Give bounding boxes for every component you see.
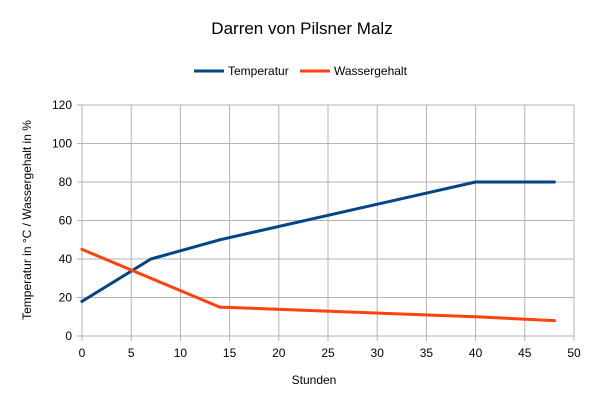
data-point-temperatur bbox=[474, 180, 478, 184]
data-point-temperatur bbox=[80, 299, 84, 303]
x-tick-label: 5 bbox=[128, 346, 135, 360]
y-tick-label: 0 bbox=[65, 329, 72, 343]
data-point-wassergehalt bbox=[474, 315, 478, 319]
x-tick-label: 10 bbox=[174, 346, 188, 360]
x-tick-label: 45 bbox=[518, 346, 532, 360]
y-tick-label: 100 bbox=[52, 137, 72, 151]
x-tick-label: 35 bbox=[420, 346, 434, 360]
data-point-temperatur bbox=[552, 180, 556, 184]
x-tick-label: 30 bbox=[371, 346, 385, 360]
data-point-temperatur bbox=[218, 238, 222, 242]
grid bbox=[77, 104, 575, 341]
x-tick-label: 0 bbox=[79, 346, 86, 360]
y-tick-label: 80 bbox=[59, 175, 73, 189]
x-tick-label: 25 bbox=[321, 346, 335, 360]
data-point-wassergehalt bbox=[552, 319, 556, 323]
x-tick-label: 15 bbox=[223, 346, 237, 360]
y-tick-label: 60 bbox=[59, 214, 73, 228]
series-line-wassergehalt bbox=[80, 247, 556, 323]
axis-ticks: 0 20 40 60 80 100 120 0 5 10 15 20 25 30 35 40 45 50 bbox=[52, 98, 581, 360]
x-axis-label: Stunden bbox=[292, 373, 337, 387]
legend: Temperatur Wassergehalt bbox=[194, 64, 408, 78]
chart-title: Darren von Pilsner Malz bbox=[211, 19, 392, 38]
y-tick-label: 20 bbox=[59, 291, 73, 305]
data-point-temperatur bbox=[149, 257, 153, 261]
y-tick-label: 40 bbox=[59, 252, 73, 266]
series-line-temperatur bbox=[80, 180, 556, 303]
y-tick-label: 120 bbox=[52, 98, 72, 112]
x-tick-label: 50 bbox=[567, 346, 581, 360]
data-point-wassergehalt bbox=[80, 247, 84, 251]
data-point-wassergehalt bbox=[218, 305, 222, 309]
legend-label-wassergehalt: Wassergehalt bbox=[334, 64, 408, 78]
x-tick-label: 40 bbox=[469, 346, 483, 360]
legend-label-temperatur: Temperatur bbox=[228, 64, 289, 78]
x-tick-label: 20 bbox=[272, 346, 286, 360]
series-lines bbox=[80, 180, 556, 323]
y-axis-label: Temperatur in °C / Wassergehalt in % bbox=[20, 120, 34, 320]
